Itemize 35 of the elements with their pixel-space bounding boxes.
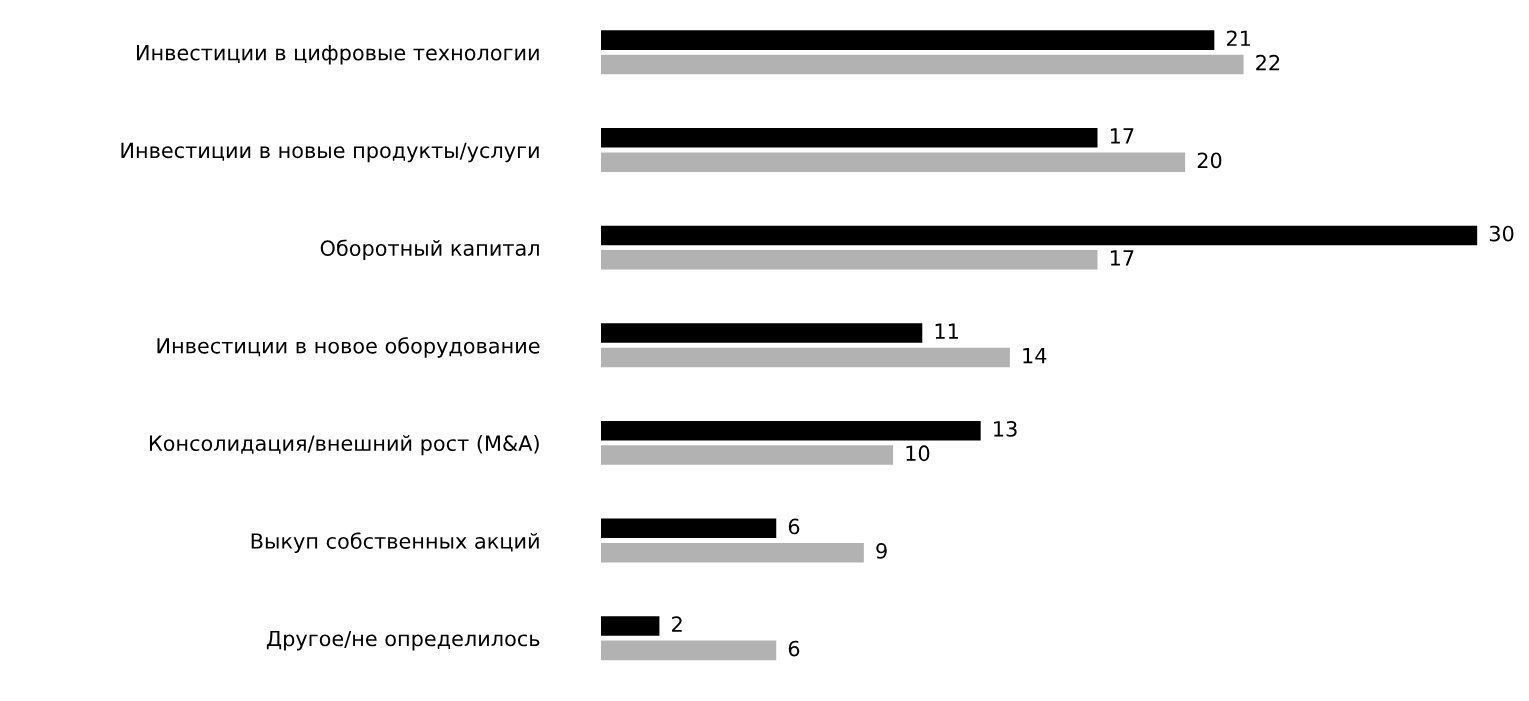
bar — [601, 640, 777, 661]
bar — [601, 128, 1098, 148]
y-tick-label: Инвестиции в цифровые технологии — [137, 45, 539, 65]
bar — [601, 30, 1215, 50]
data-label: 21 — [1226, 30, 1251, 46]
data-label: 17 — [1110, 128, 1134, 144]
bar — [601, 347, 1010, 368]
y-tick-label: Инвестиции в новое оборудование — [157, 337, 540, 358]
data-label: 17 — [1110, 250, 1134, 266]
y-tick-label: Инвестиции в новые продукты/услуги — [121, 142, 539, 163]
data-label: 11 — [935, 323, 958, 339]
data-label: 2 — [672, 616, 682, 632]
data-label: 10 — [906, 445, 930, 462]
data-label: 13 — [994, 420, 1017, 437]
bar — [601, 152, 1186, 172]
bar — [601, 323, 923, 343]
y-tick-label: Оборотный капитал — [320, 239, 539, 261]
bar — [601, 518, 777, 539]
bar — [601, 54, 1244, 75]
bar — [601, 445, 894, 465]
data-label: 14 — [1023, 348, 1047, 364]
y-tick-label: Консолидация/внешний рост (M&A) — [149, 434, 539, 456]
data-label: 6 — [788, 518, 800, 535]
data-label: 22 — [1256, 54, 1280, 71]
y-tick-label: Выкуп собственных акций — [251, 532, 539, 553]
bar — [601, 420, 981, 441]
data-label: 30 — [1489, 225, 1514, 242]
bar — [601, 225, 1478, 246]
data-label: 6 — [788, 640, 800, 657]
bar — [601, 250, 1098, 270]
bar — [601, 616, 660, 636]
y-tick-label: Другое/не определилось — [266, 630, 540, 651]
data-label: 20 — [1197, 152, 1222, 169]
data-label: 9 — [876, 543, 887, 559]
bar — [601, 542, 864, 563]
